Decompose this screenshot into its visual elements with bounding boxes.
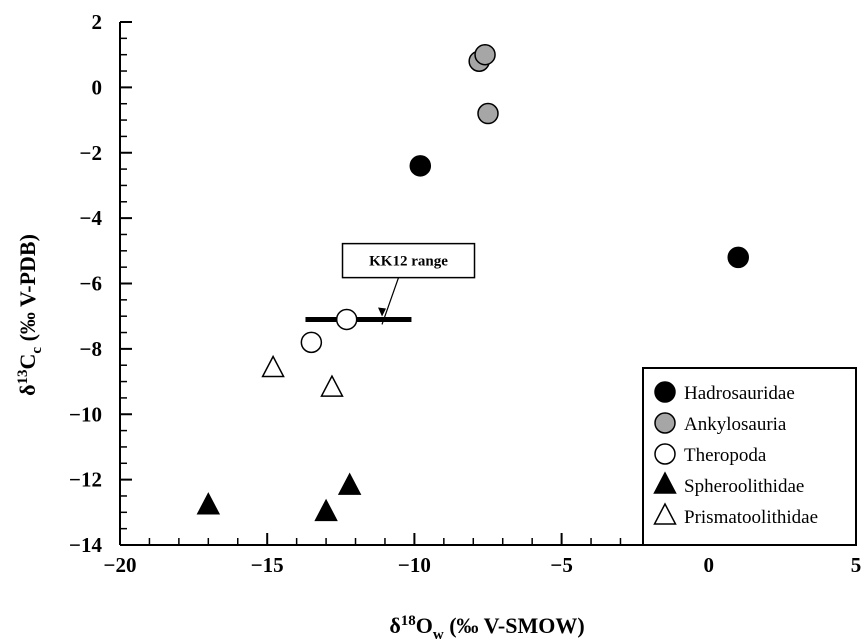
legend-label: Theropoda	[684, 445, 767, 466]
data-point	[261, 354, 285, 378]
data-point	[727, 246, 749, 269]
series-ankylosauria	[468, 43, 499, 125]
series-prismatoolithidae	[261, 354, 344, 397]
legend-label: Prismatoolithidae	[684, 507, 818, 528]
data-point	[477, 102, 499, 125]
data-points	[196, 43, 749, 522]
data-point	[335, 308, 358, 331]
y-tick-label: −10	[69, 402, 102, 426]
series-theropoda	[300, 308, 358, 354]
kk12-label: KK12 range	[369, 254, 448, 270]
x-tick-label: −15	[251, 553, 284, 577]
y-tick-label: −6	[80, 272, 102, 296]
legend: Hadrosauridae Ankylosauria Theropoda Sphero…	[642, 367, 857, 546]
data-point	[314, 498, 338, 522]
y-ticks: −14 −12 −10 −8 −6 −4 −2 0 2	[69, 10, 132, 557]
y-tick-label: −14	[69, 533, 102, 557]
x-tick-label: −5	[550, 553, 572, 577]
legend-marker	[653, 471, 677, 494]
data-point	[320, 374, 344, 397]
legend-label: Ankylosauria	[684, 414, 787, 435]
x-tick-label: 5	[851, 553, 862, 577]
data-point	[300, 331, 323, 354]
legend-label: Hadrosauridae	[684, 383, 795, 404]
x-tick-label: 0	[704, 553, 715, 577]
legend-marker	[654, 443, 676, 465]
y-tick-label: −12	[69, 468, 102, 492]
y-axis-label: δ13Cc (‰ V-PDB)	[15, 234, 45, 396]
y-tick-label: −4	[80, 206, 103, 230]
x-tick-label: −20	[104, 553, 137, 577]
legend-box	[642, 367, 857, 546]
y-tick-label: −8	[80, 337, 102, 361]
kk12-arrow-line	[381, 277, 400, 325]
kk12-annotation: KK12 range	[305, 242, 476, 325]
data-point	[196, 492, 221, 515]
series-hadrosauridae	[409, 155, 749, 269]
data-point	[337, 472, 362, 495]
kk12-arrow-head	[378, 307, 387, 317]
legend-marker	[654, 381, 676, 403]
y-tick-label: 2	[92, 10, 103, 34]
x-tick-label: −10	[398, 553, 431, 577]
legend-label: Spheroolithidae	[684, 476, 804, 497]
x-axis-label: δ18Ow (‰ V-SMOW)	[389, 613, 584, 640]
kk12-label-box	[341, 242, 476, 279]
series-spheroolithidae	[196, 472, 362, 522]
legend-marker	[654, 412, 676, 434]
legend-marker	[653, 502, 677, 525]
y-tick-label: −2	[80, 141, 102, 165]
data-point	[409, 155, 432, 177]
data-point	[474, 43, 496, 66]
y-tick-label: 0	[92, 75, 103, 99]
